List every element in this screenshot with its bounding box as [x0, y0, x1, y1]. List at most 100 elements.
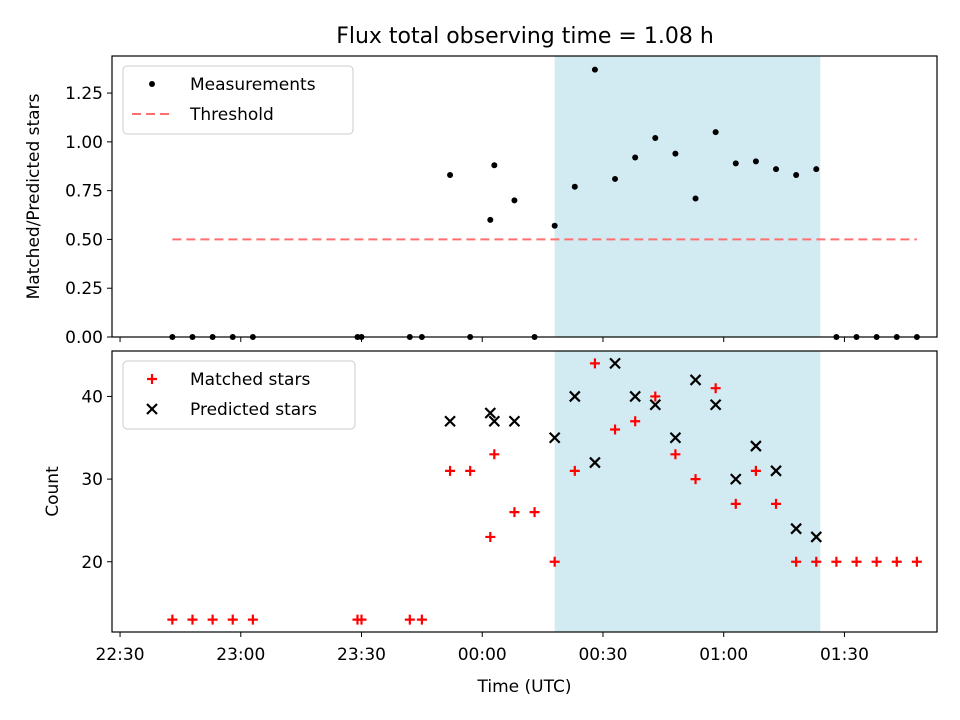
matched-star-point [750, 465, 761, 476]
y-tick-label: 1.00 [65, 133, 103, 153]
x-axis-label: Time (UTC) [477, 677, 572, 697]
measurement-point [447, 172, 454, 179]
predicted-star-point [669, 432, 682, 444]
x-tick-label: 01:00 [699, 645, 748, 665]
measurement-point [732, 160, 739, 167]
measurement-point [652, 134, 659, 141]
matched-star-point [569, 465, 580, 476]
matched-star-point [670, 449, 681, 460]
observing-window-shade [554, 56, 821, 337]
matched-star-point [589, 358, 600, 369]
matched-star-point [730, 498, 741, 509]
legend-label: Measurements [190, 75, 316, 95]
matched-star-point [911, 556, 922, 567]
x-tick-label: 00:00 [458, 645, 507, 665]
x-tick-label: 00:30 [578, 645, 627, 665]
predicted-star-point [629, 390, 641, 403]
observing-window-shade [554, 351, 821, 632]
matched-star-point [891, 556, 902, 567]
matched-star-point [207, 614, 218, 625]
bottom-panel-count: 20 30 40 22:30 23:00 23:30 00:00 00:30 01:00 01:3… [43, 350, 938, 697]
legend-marker-plus [147, 374, 157, 384]
measurement-point [612, 175, 619, 182]
y-tick-label: 0.00 [65, 328, 103, 348]
predicted-star-point [609, 357, 621, 370]
figure-title: Flux total observing time = 1.08 h [336, 24, 714, 49]
measurement-point [813, 166, 820, 173]
axes-frame [111, 55, 938, 338]
legend-box [122, 65, 354, 135]
y-tick-label: 0.25 [65, 279, 103, 299]
x-tick-label: 01:30 [820, 645, 869, 665]
measurement-point [692, 195, 699, 202]
predicted-star-point [488, 415, 501, 428]
predicted-star-point [548, 432, 561, 444]
predicted-star-point [649, 398, 662, 411]
y-tick-label: 30 [81, 470, 103, 490]
axes-frame [111, 350, 938, 633]
measurement-point [632, 154, 639, 161]
matched-star-point [831, 556, 842, 567]
y-tick-label: 40 [81, 387, 103, 407]
matched-star-point [465, 465, 476, 476]
measurement-point [511, 197, 518, 204]
matched-star-point [416, 614, 427, 625]
matched-star-point [771, 498, 782, 509]
measurement-point [551, 222, 558, 229]
measurement-point [752, 158, 759, 165]
top-panel-ratio: 0.00 0.25 0.50 0.75 1.00 1.25 Matched/Predicte… [24, 55, 938, 348]
y-tick-label: 0.75 [65, 182, 103, 202]
y-axis-label: Matched/Predicted stars [24, 93, 44, 299]
y-tick-label: 1.25 [65, 84, 103, 104]
y-axis-label: Count [43, 466, 63, 517]
x-tick-label: 23:00 [216, 645, 265, 665]
matched-star-point [610, 424, 621, 435]
predicted-star-point [810, 531, 823, 543]
matched-star-point [811, 556, 822, 567]
legend-marker-x [146, 403, 158, 415]
measurement-point [672, 150, 679, 157]
predicted-star-point [444, 415, 456, 428]
predicted-star-point [709, 398, 722, 411]
matched-star-point [851, 556, 862, 567]
measurement-point [793, 172, 800, 179]
predicted-star-point [750, 440, 762, 452]
matched-star-point [509, 507, 520, 518]
measurement-point [571, 183, 578, 190]
predicted-star-point [770, 465, 782, 477]
matched-star-point [445, 465, 456, 476]
matched-star-point [690, 474, 701, 485]
predicted-star-point [790, 522, 802, 535]
matched-star-point [529, 507, 540, 518]
matched-star-point [871, 556, 882, 567]
matched-star-point [187, 614, 198, 625]
matched-star-point [356, 614, 367, 625]
predicted-star-point [589, 456, 601, 469]
legend-label: Predicted stars [190, 400, 317, 420]
matched-star-point [650, 391, 661, 402]
predicted-star-point [569, 390, 581, 403]
x-tick-label: 23:30 [337, 645, 386, 665]
matched-star-point [247, 614, 258, 625]
measurement-point [773, 166, 780, 173]
predicted-star-point [730, 473, 742, 485]
matched-star-point [549, 556, 560, 567]
measurement-point [591, 66, 598, 73]
legend-label: Threshold [189, 105, 274, 125]
predicted-star-point [508, 415, 521, 428]
matched-star-point [710, 383, 721, 394]
legend-label: Matched stars [190, 370, 310, 390]
y-tick-label: 0.50 [65, 230, 103, 250]
matched-star-point [167, 614, 178, 625]
matched-star-point [791, 556, 802, 567]
legend-marker-dot [149, 81, 155, 87]
matched-star-point [630, 416, 641, 427]
matched-star-point [485, 531, 496, 542]
measurement-point [491, 162, 498, 169]
matched-star-point [227, 614, 238, 625]
x-tick-label: 22:30 [96, 645, 145, 665]
y-tick-label: 20 [81, 553, 103, 573]
measurement-point [712, 129, 719, 136]
matched-star-point [489, 449, 500, 460]
